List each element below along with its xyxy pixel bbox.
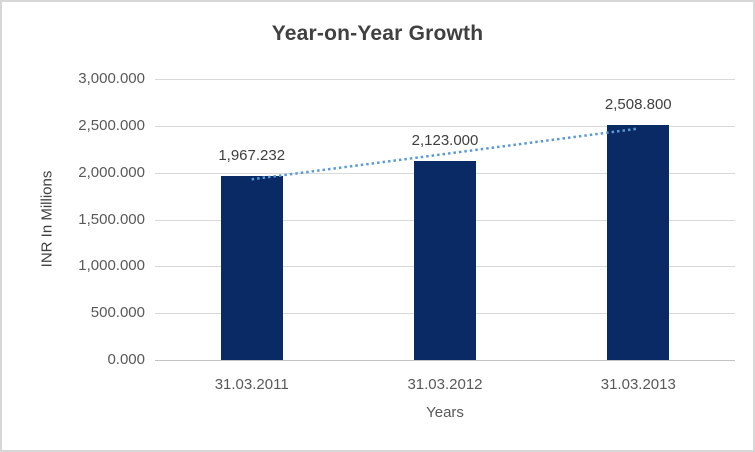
x-tick-label: 31.03.2013 <box>600 376 676 393</box>
bar-data-label: 1,967.232 <box>218 146 286 164</box>
x-tick-label: 31.03.2012 <box>407 376 483 393</box>
y-tick-label: 500.000 <box>90 304 145 322</box>
y-tick-label: 2,000.000 <box>78 163 145 181</box>
y-tick-label: 1,500.000 <box>78 210 145 228</box>
x-axis-line <box>155 360 735 361</box>
y-tick-label: 3,000.000 <box>78 70 145 87</box>
gridline <box>155 125 735 127</box>
x-tick-label: 31.03.2011 <box>214 376 289 393</box>
bar-data-label: 2,123.000 <box>411 132 479 150</box>
bar <box>220 175 283 360</box>
gridline <box>155 79 735 80</box>
chart-title: Year-on-Year Growth <box>271 22 484 45</box>
bar-data-label: 2,508.800 <box>604 96 672 113</box>
bar <box>607 125 670 360</box>
y-tick-label: 1,000.000 <box>78 257 145 275</box>
y-tick-label: 0.000 <box>107 351 145 368</box>
x-axis-title: Years <box>426 404 464 421</box>
y-tick-label: 2,500.000 <box>78 116 145 134</box>
bar <box>414 161 476 360</box>
